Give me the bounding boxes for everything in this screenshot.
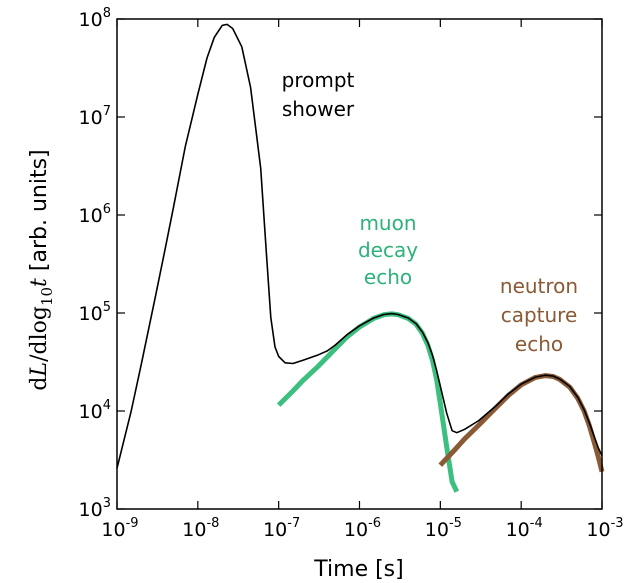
- x-tick-label: 10-9: [101, 516, 138, 541]
- y-axis-label-l: L: [27, 362, 52, 378]
- axis-ticks: [116, 18, 603, 510]
- x-tick-base: 10: [101, 519, 125, 541]
- x-tick-label: 10-7: [263, 516, 300, 541]
- x-tick-base: 10: [182, 519, 206, 541]
- x-tick-exponent: -3: [611, 516, 624, 531]
- x-tick-label: 10-4: [506, 516, 543, 541]
- annotation-line: echo: [515, 332, 563, 356]
- y-tick-base: 10: [79, 107, 103, 129]
- series-line-total: [116, 23, 603, 469]
- chart-annotations: prompt shower muon decay echo neutron capture e…: [282, 68, 578, 356]
- chart-series-group: [116, 23, 605, 493]
- plot-frame: [116, 18, 603, 510]
- y-axis-label: dL/dlog10t [arb. units]: [27, 149, 56, 390]
- annotation-line: shower: [282, 97, 355, 121]
- x-tick-exponent: -7: [287, 516, 300, 531]
- x-tick-base: 10: [586, 519, 610, 541]
- annotation-line: capture: [501, 303, 578, 327]
- x-tick-label: 10-3: [586, 516, 623, 541]
- y-axis-label-sub: 10: [38, 287, 56, 306]
- y-tick-label: 105: [79, 300, 111, 325]
- annotation-muon: muon decay echo: [358, 211, 418, 289]
- x-tick-label: 10-8: [182, 516, 219, 541]
- y-tick-label: 108: [79, 6, 111, 31]
- y-axis-label-t: t: [27, 278, 52, 287]
- x-tick-base: 10: [344, 519, 368, 541]
- y-tick-exponent: 8: [103, 6, 111, 21]
- y-tick-exponent: 5: [103, 300, 111, 315]
- x-tick-labels: 10-9 10-8 10-7 10-6 10-5 10-4 10-3: [101, 516, 623, 541]
- x-tick-exponent: -6: [368, 516, 381, 531]
- annotation-line: echo: [364, 265, 412, 289]
- y-tick-label: 103: [79, 496, 111, 521]
- y-tick-base: 10: [79, 499, 103, 521]
- y-axis-label-mid: /dlog: [27, 306, 52, 362]
- x-tick-base: 10: [506, 519, 530, 541]
- annotation-line: prompt: [282, 68, 355, 92]
- y-tick-exponent: 3: [103, 496, 111, 511]
- x-tick-base: 10: [425, 519, 449, 541]
- series-line-neutron: [438, 373, 605, 473]
- x-tick-label: 10-6: [344, 516, 381, 541]
- annotation-neutron: neutron capture echo: [500, 274, 578, 356]
- y-tick-base: 10: [79, 205, 103, 227]
- y-tick-exponent: 7: [103, 104, 111, 119]
- x-tick-exponent: -4: [530, 516, 543, 531]
- y-tick-base: 10: [79, 303, 103, 325]
- x-tick-label: 10-5: [425, 516, 462, 541]
- series-line-muon: [276, 311, 460, 493]
- annotation-line: decay: [358, 238, 418, 262]
- y-tick-exponent: 6: [103, 202, 111, 217]
- x-tick-base: 10: [263, 519, 287, 541]
- x-tick-exponent: -5: [449, 516, 462, 531]
- y-tick-label: 107: [79, 104, 111, 129]
- x-tick-exponent: -8: [206, 516, 219, 531]
- annotation-line: neutron: [500, 274, 578, 298]
- y-tick-exponent: 4: [103, 398, 111, 413]
- y-axis-label-suffix: [arb. units]: [27, 149, 52, 278]
- annotation-prompt: prompt shower: [282, 68, 355, 121]
- y-tick-label: 104: [79, 398, 111, 423]
- y-axis-label-prefix: d: [27, 377, 52, 391]
- annotation-line: muon: [359, 211, 416, 235]
- x-tick-exponent: -9: [126, 516, 139, 531]
- y-tick-label: 106: [79, 202, 111, 227]
- y-tick-base: 10: [79, 401, 103, 423]
- y-tick-base: 10: [79, 9, 103, 31]
- x-axis-label: Time [s]: [313, 557, 403, 582]
